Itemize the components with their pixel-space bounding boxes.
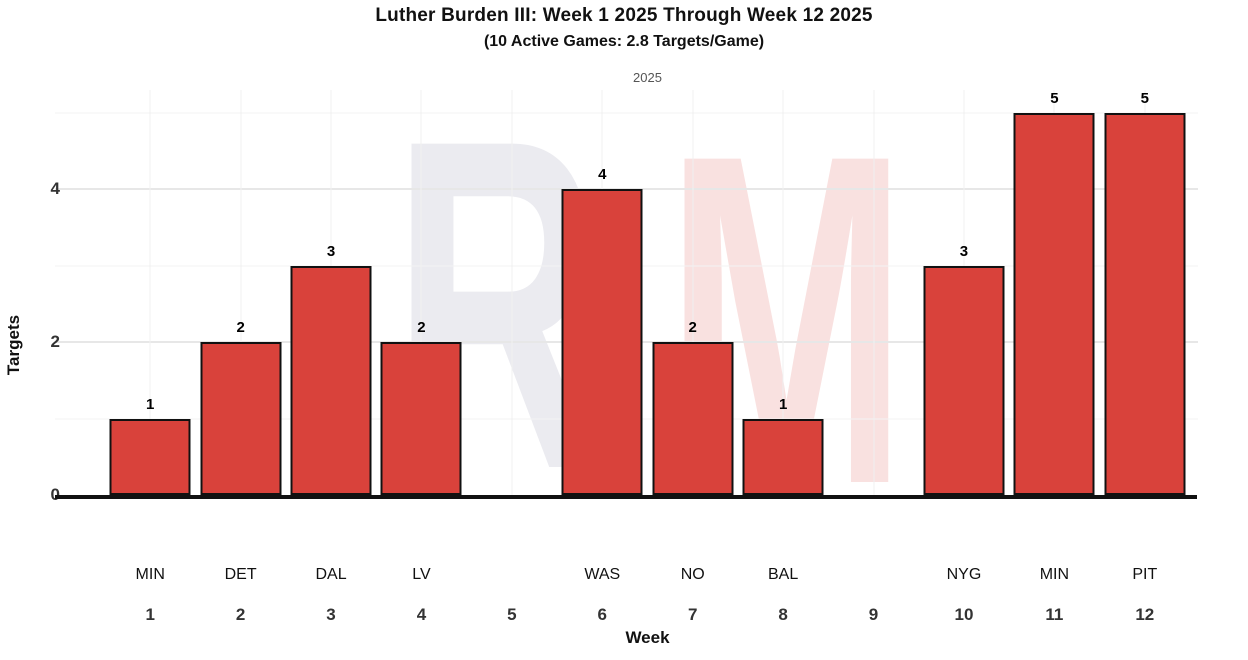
bar-week-8: [742, 418, 824, 495]
week-tick-label: 1: [145, 605, 155, 624]
opponent-label: NYG: [946, 566, 982, 583]
bar-week-4: [380, 342, 462, 495]
plot-area: 0241232421355: [51, 89, 1198, 504]
bar-week-3: [290, 265, 372, 495]
bar-value-label: 5: [1050, 89, 1059, 107]
opponent-label: MIN: [1039, 566, 1070, 583]
week-tick-label: 9: [868, 605, 879, 624]
x-axis-title: Week: [625, 628, 670, 647]
opponent-label: MIN: [135, 566, 165, 583]
week-gridline: [692, 90, 694, 495]
week-gridline: [420, 90, 422, 495]
opponent-label: PIT: [1132, 566, 1158, 583]
week-tick-label: 10: [954, 605, 974, 624]
week-gridline: [240, 90, 242, 495]
minor-gridline: [55, 112, 1198, 114]
opponent-label: DAL: [315, 566, 347, 583]
week-gridline: [782, 90, 784, 495]
week-tick-label: 2: [235, 605, 246, 624]
bar-value-label: 3: [326, 242, 336, 260]
week-tick-label: 8: [778, 605, 788, 624]
week-tick-label: 12: [1135, 605, 1155, 624]
opponent-label: BAL: [768, 566, 799, 583]
bar-week-10: [923, 265, 1005, 495]
opponent-label: WAS: [584, 566, 621, 583]
bar-week-7: [652, 342, 734, 495]
week-gridline: [149, 90, 151, 495]
bar-value-label: 2: [688, 319, 697, 337]
bar-value-label: 3: [959, 242, 969, 260]
y-tick-label: 2: [50, 332, 60, 352]
week-tick-label: 3: [326, 605, 336, 624]
week-tick-label: 7: [687, 605, 698, 624]
bar-week-11: [1013, 112, 1095, 495]
bar-value-label: 1: [146, 395, 155, 413]
opponent-label: DET: [224, 566, 257, 583]
bar-value-label: 5: [1140, 89, 1149, 107]
week-gridline: [511, 90, 513, 495]
y-tick-label: 0: [20, 485, 60, 505]
chart-subtitle: (10 Active Games: 2.8 Targets/Game): [483, 33, 765, 50]
week-tick-label: 6: [597, 605, 608, 624]
opponent-label: LV: [412, 566, 431, 583]
bar-week-2: [200, 342, 282, 495]
opponent-label: NO: [680, 566, 705, 583]
bar-value-label: 4: [598, 166, 607, 184]
x-axis-line: [55, 495, 1197, 499]
bar-week-6: [561, 189, 643, 495]
week-tick-label: 11: [1045, 605, 1064, 624]
chart-title: Luther Burden III: Week 1 2025 Through W…: [375, 5, 873, 26]
bar-value-label: 2: [236, 319, 245, 337]
bar-value-label: 1: [778, 395, 788, 413]
week-gridline: [873, 90, 875, 495]
bar-value-label: 2: [417, 319, 426, 337]
week-tick-label: 4: [416, 605, 427, 624]
week-tick-label: 5: [507, 605, 517, 624]
y-tick-label: 4: [50, 179, 60, 199]
season-facet-label: 2025: [633, 70, 662, 85]
opponent-axis-row: MIN DET DAL LV WAS NO BAL NYG MIN PIT: [105, 566, 1190, 588]
bar-week-1: [109, 418, 191, 495]
bar-week-12: [1104, 112, 1186, 495]
week-axis-row: 1 2 3 4 5 6 7 8 9 10 11 12: [105, 605, 1190, 627]
